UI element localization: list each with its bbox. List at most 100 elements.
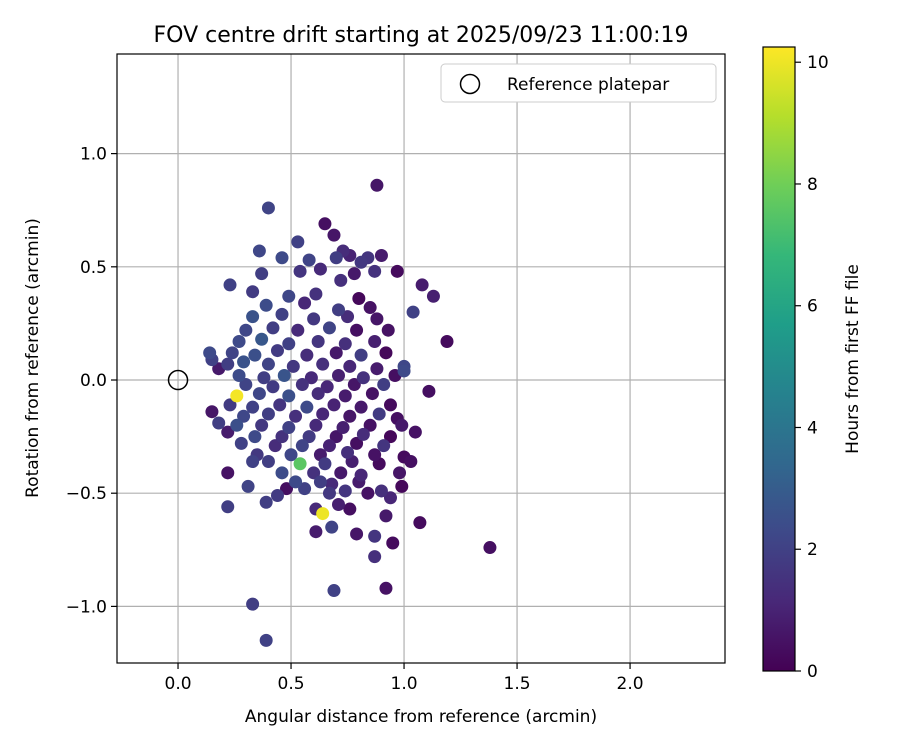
scatter-point (329, 251, 343, 265)
scatter-point (313, 475, 327, 489)
x-tick-label: 2.0 (617, 674, 644, 694)
scatter-point (309, 287, 323, 301)
scatter-point (257, 371, 271, 385)
scatter-point (329, 430, 343, 444)
scatter-point (408, 425, 422, 439)
scatter-point (304, 371, 318, 385)
scatter-point (404, 455, 418, 469)
scatter-point (381, 323, 395, 337)
scatter-point (368, 529, 382, 543)
scatter-point (320, 380, 334, 394)
scatter-point (354, 348, 368, 362)
scatter-point (338, 389, 352, 403)
scatter-point (302, 253, 316, 267)
scatter-point (223, 398, 237, 412)
scatter-point (275, 430, 289, 444)
scatter-point (365, 387, 379, 401)
scatter-point (332, 368, 346, 382)
scatter-point (309, 418, 323, 432)
scatter-point (286, 359, 300, 373)
scatter-point (343, 359, 357, 373)
reference-platepar-marker (167, 369, 189, 391)
scatter-point (334, 466, 348, 480)
x-axis-ticks: 0.0 0.5 1.0 1.5 2.0 (165, 663, 644, 694)
scatter-point (230, 389, 244, 403)
scatter-point (261, 357, 275, 371)
scatter-point (255, 418, 269, 432)
scatter-point (397, 364, 411, 378)
colorbar-tick-label: 10 (807, 53, 829, 73)
scatter-point (309, 525, 323, 539)
scatter-point (234, 436, 248, 450)
scatter-point (395, 418, 409, 432)
scatter-point (246, 310, 260, 324)
scatter-point (372, 407, 386, 421)
scatter-point (426, 289, 440, 303)
scatter-point (248, 430, 262, 444)
y-axis-label: Rotation from reference (arcmin) (23, 218, 43, 498)
scatter-point (246, 455, 260, 469)
scatter-point (350, 527, 364, 541)
x-tick-label: 1.0 (391, 674, 418, 694)
scatter-point (252, 244, 266, 258)
scatter-point (284, 448, 298, 462)
scatter-point (338, 337, 352, 351)
scatter-point (232, 368, 246, 382)
scatter-point (273, 398, 287, 412)
scatter-point (205, 405, 219, 419)
scatter-point (368, 335, 382, 349)
x-axis-label: Angular distance from reference (arcmin) (245, 707, 597, 727)
scatter-point (275, 251, 289, 265)
scatter-point (354, 468, 368, 482)
scatter-point (223, 278, 237, 292)
scatter-point (275, 307, 289, 321)
colorbar-tick-label: 8 (807, 175, 818, 195)
scatter-point (291, 235, 305, 249)
scatter-point (237, 355, 251, 369)
scatter-point (261, 201, 275, 215)
scatter-point (246, 400, 260, 414)
scatter-point (302, 430, 316, 444)
chart-title: FOV centre drift starting at 2025/09/23 … (154, 23, 689, 48)
scatter-point (280, 482, 294, 496)
scatter-point (261, 455, 275, 469)
scatter-point (300, 348, 314, 362)
legend-label-reference-platepar: Reference platepar (507, 75, 669, 95)
colorbar-gradient (763, 47, 795, 671)
scatter-point (221, 425, 235, 439)
scatter-point (289, 475, 303, 489)
scatter-point (300, 400, 314, 414)
scatter-point (354, 400, 368, 414)
scatter-point (311, 335, 325, 349)
scatter-point (377, 378, 391, 392)
scatter-point (255, 267, 269, 281)
scatter-point (393, 466, 407, 480)
scatter-point (343, 409, 357, 423)
scatter-point (316, 407, 330, 421)
scatter-point (361, 486, 375, 500)
scatter-point (266, 380, 280, 394)
scatter-point (341, 445, 355, 459)
colorbar: 0 2 4 6 8 10 Hours from first FF file (762, 46, 863, 682)
colorbar-tick-label: 2 (807, 540, 818, 560)
scatter-point (282, 289, 296, 303)
scatter-point (318, 457, 332, 471)
legend-marker-reference-platepar (459, 73, 481, 95)
scatter-point (327, 584, 341, 598)
scatter-point (383, 430, 397, 444)
scatter-point (237, 409, 251, 423)
y-tick-label: −0.5 (66, 484, 107, 504)
scatter-point (356, 427, 370, 441)
scatter-point (370, 312, 384, 326)
scatter-point (259, 298, 273, 312)
scatter-point (316, 507, 330, 521)
x-tick-label: 0.0 (165, 674, 192, 694)
scatter-point (350, 436, 364, 450)
colorbar-tick-label: 0 (807, 662, 818, 682)
grid (117, 54, 725, 663)
scatter-point (322, 439, 336, 453)
scatter-point (347, 267, 361, 281)
scatter-point (291, 323, 305, 337)
scatter-point (225, 346, 239, 360)
